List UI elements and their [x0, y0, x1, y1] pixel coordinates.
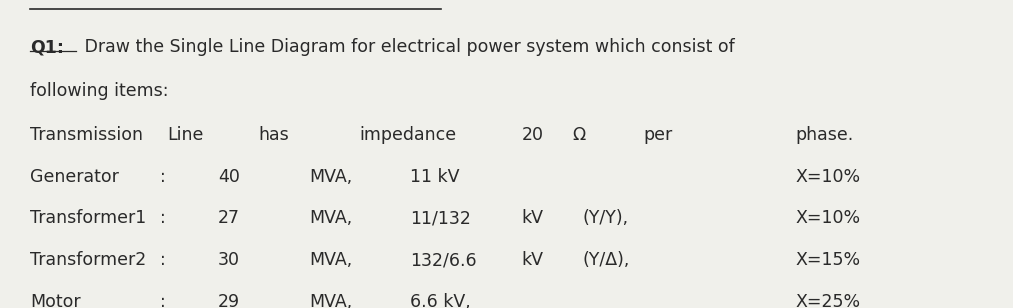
Text: 6.6 kV,: 6.6 kV,: [410, 293, 471, 308]
Text: Transformer1: Transformer1: [30, 209, 147, 227]
Text: 132/6.6: 132/6.6: [410, 251, 477, 269]
Text: MVA,: MVA,: [309, 251, 353, 269]
Text: kV: kV: [522, 251, 544, 269]
Text: :: :: [160, 209, 166, 227]
Text: has: has: [258, 126, 289, 144]
Text: :: :: [160, 293, 166, 308]
Text: 27: 27: [218, 209, 240, 227]
Text: Transformer2: Transformer2: [30, 251, 147, 269]
Text: X=10%: X=10%: [795, 168, 860, 186]
Text: 30: 30: [218, 251, 240, 269]
Text: 40: 40: [218, 168, 240, 186]
Text: :: :: [160, 251, 166, 269]
Text: :: :: [160, 168, 166, 186]
Text: X=25%: X=25%: [795, 293, 860, 308]
Text: Transmission: Transmission: [30, 126, 144, 144]
Text: Ω: Ω: [572, 126, 586, 144]
Text: kV: kV: [522, 209, 544, 227]
Text: Line: Line: [167, 126, 204, 144]
Text: Draw the Single Line Diagram for electrical power system which consist of: Draw the Single Line Diagram for electri…: [79, 38, 734, 56]
Text: 11 kV: 11 kV: [410, 168, 460, 186]
Text: (Y/Y),: (Y/Y),: [582, 209, 629, 227]
Text: following items:: following items:: [30, 82, 169, 99]
Text: X=10%: X=10%: [795, 209, 860, 227]
Text: MVA,: MVA,: [309, 293, 353, 308]
Text: (Y/Δ),: (Y/Δ),: [582, 251, 630, 269]
Text: impedance: impedance: [360, 126, 457, 144]
Text: Motor: Motor: [30, 293, 81, 308]
Text: MVA,: MVA,: [309, 168, 353, 186]
Text: 20: 20: [522, 126, 544, 144]
Text: phase.: phase.: [795, 126, 854, 144]
Text: per: per: [643, 126, 673, 144]
Text: Q1:: Q1:: [30, 38, 65, 56]
Text: X=15%: X=15%: [795, 251, 860, 269]
Text: MVA,: MVA,: [309, 209, 353, 227]
Text: 11/132: 11/132: [410, 209, 471, 227]
Text: 29: 29: [218, 293, 240, 308]
Text: Generator: Generator: [30, 168, 120, 186]
